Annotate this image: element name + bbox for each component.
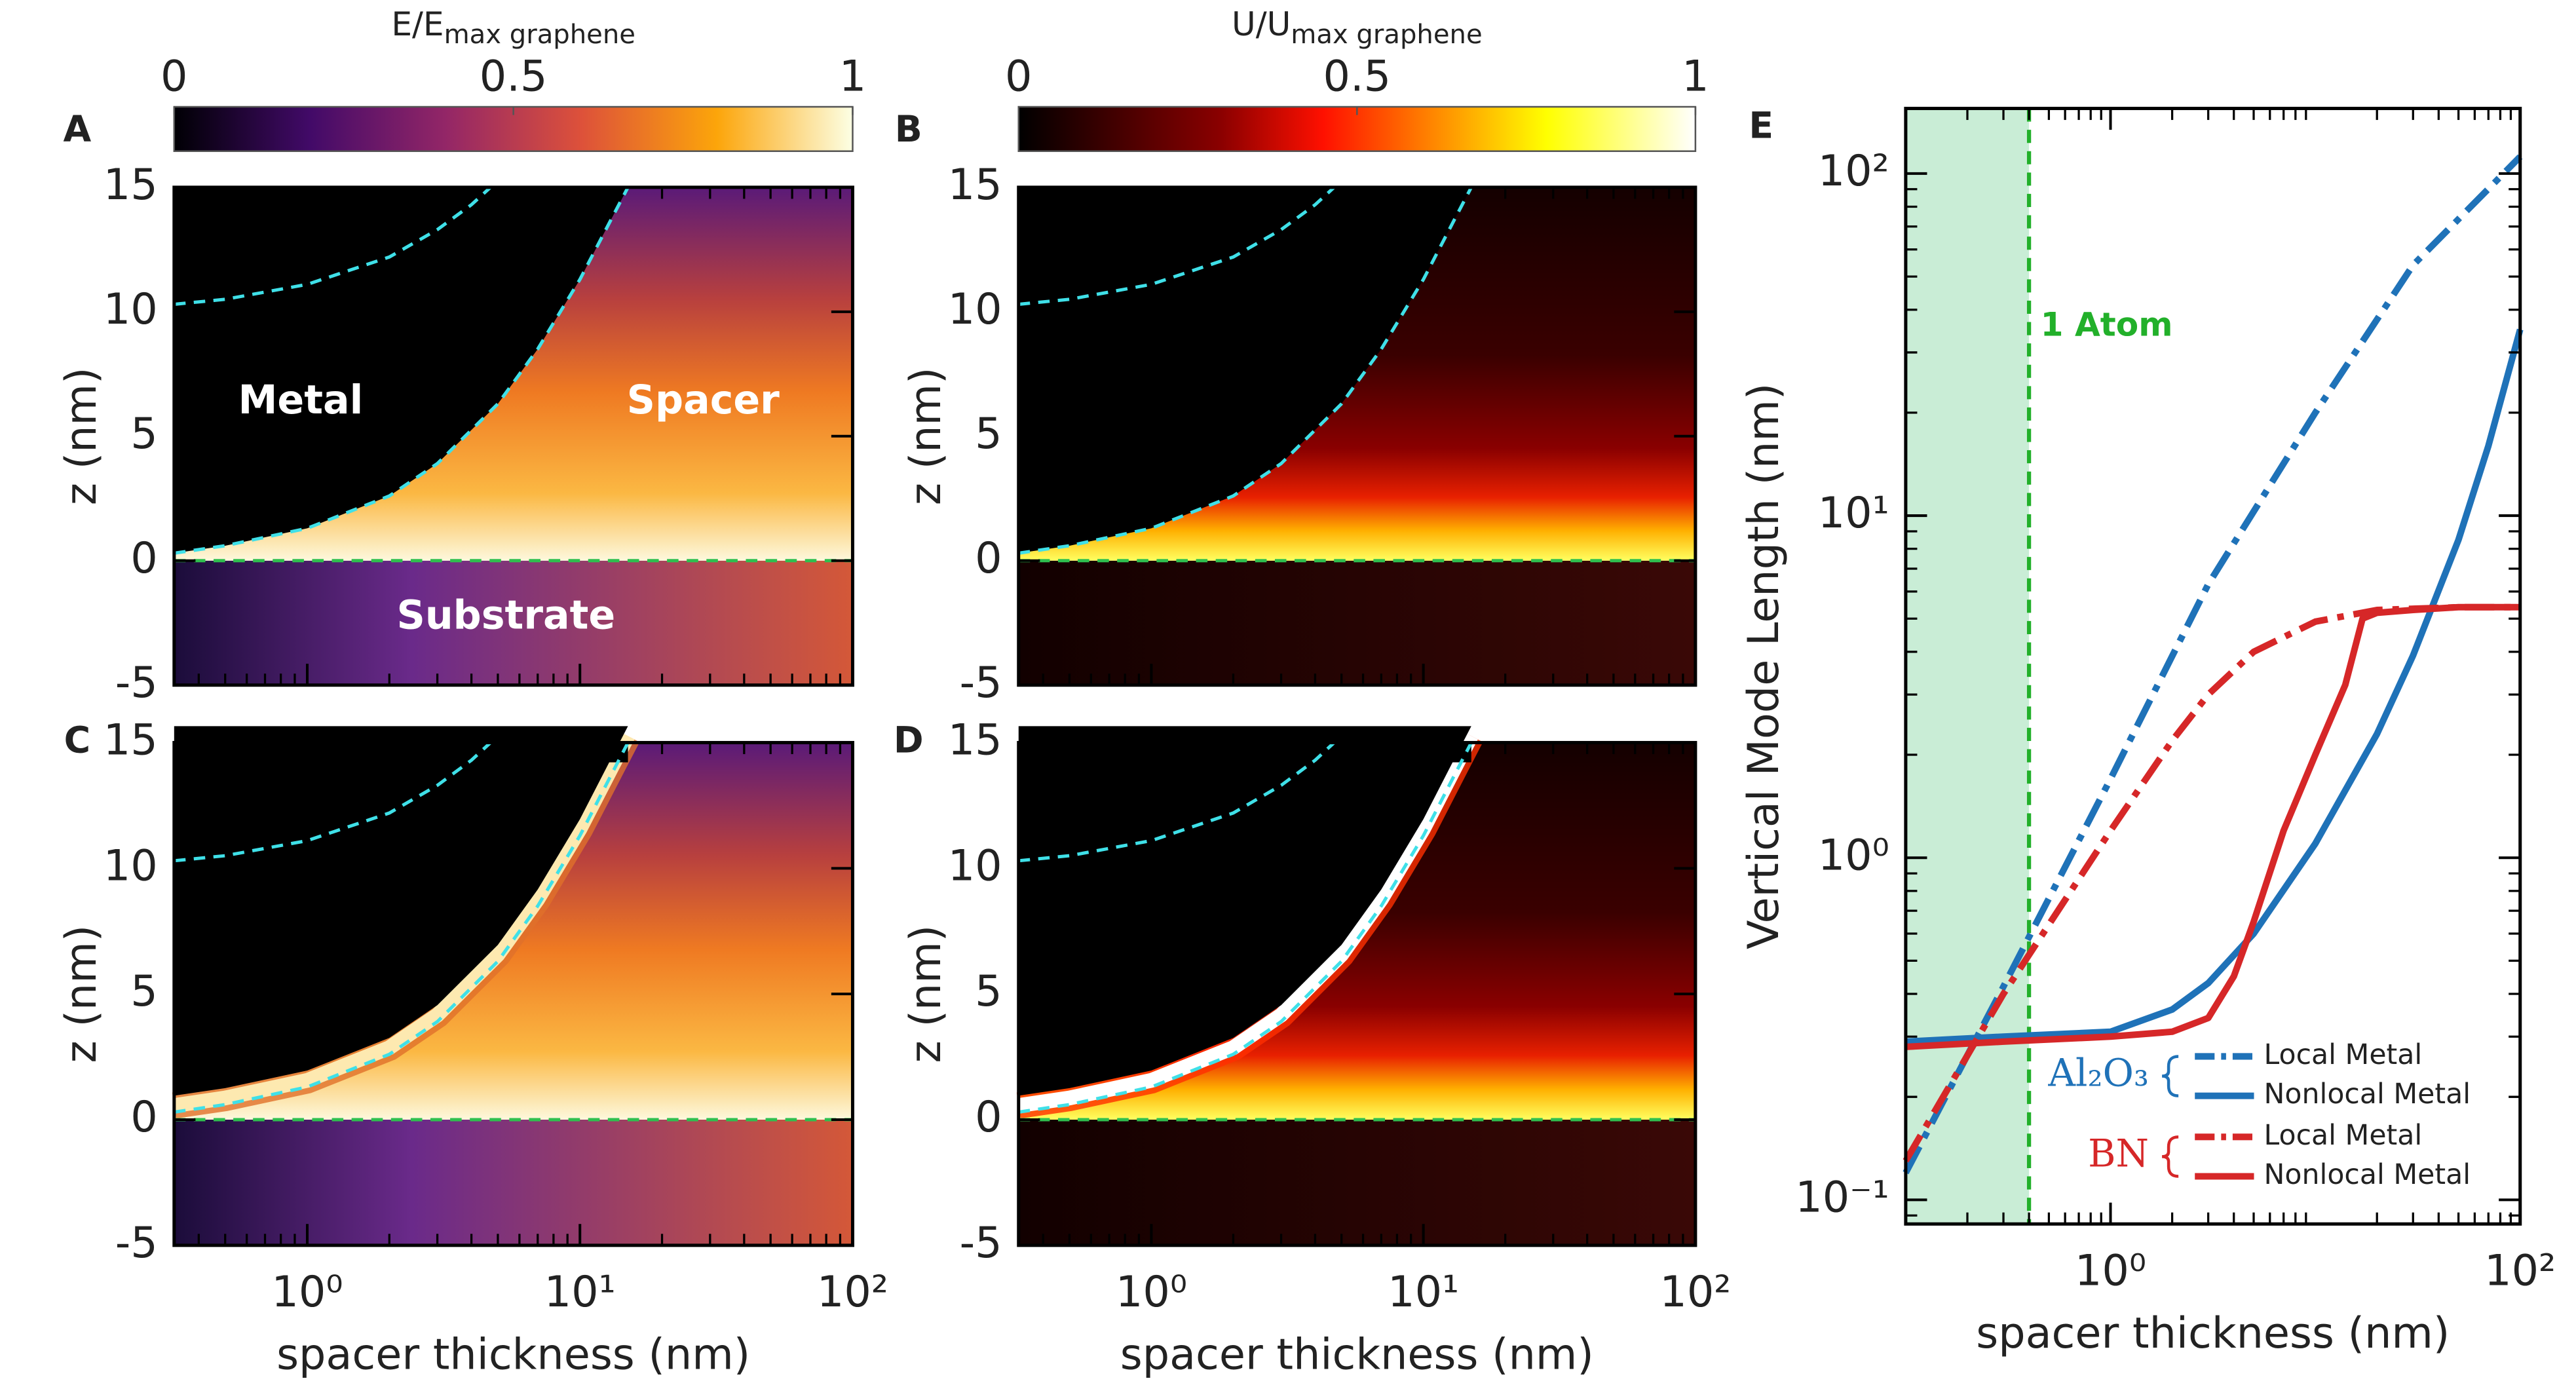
y-tick-label: 5 bbox=[975, 409, 1002, 459]
boundary-curve bbox=[174, 742, 630, 1114]
metal-region bbox=[174, 187, 628, 554]
y-tick-label: 0 bbox=[975, 533, 1002, 583]
colorbar-label-sub: max graphene bbox=[444, 20, 635, 50]
y-tick-label: 10² bbox=[1818, 146, 1889, 196]
metal-region bbox=[1018, 726, 1471, 1096]
x-tick-label: 10⁰ bbox=[1116, 1267, 1187, 1317]
legend-brace bbox=[2161, 1055, 2179, 1097]
plot-frame bbox=[1017, 185, 1697, 687]
y-tick-label: 0 bbox=[130, 1092, 157, 1142]
y-tick-label: 10 bbox=[948, 284, 1002, 334]
panel-label: D bbox=[894, 720, 924, 762]
y-tick-label: 15 bbox=[104, 160, 158, 210]
plot-frame bbox=[1904, 107, 2522, 1226]
x-tick-label: 10² bbox=[2484, 1246, 2556, 1296]
x-tick-label: 10⁰ bbox=[2075, 1246, 2146, 1296]
field-glow bbox=[1017, 732, 1478, 1113]
x-axis-label: spacer thickness (nm) bbox=[276, 1329, 750, 1379]
y-tick-label: 15 bbox=[104, 715, 158, 765]
legend-label: Local Metal bbox=[2264, 1038, 2423, 1071]
panel-label: A bbox=[64, 109, 92, 151]
x-axis-label: spacer thickness (nm) bbox=[1976, 1308, 2450, 1358]
marker-label: 1 Atom bbox=[2041, 305, 2173, 344]
y-axis-label: z (nm) bbox=[901, 367, 951, 505]
x-tick-label: 10¹ bbox=[1388, 1267, 1459, 1317]
metal-region bbox=[174, 726, 628, 1096]
colorbar-tick-label: 1 bbox=[839, 51, 866, 101]
y-tick-label: 10¹ bbox=[1818, 488, 1889, 538]
legend-label: Nonlocal Metal bbox=[2264, 1078, 2471, 1110]
boundary-curve bbox=[1018, 186, 1336, 306]
metal-region bbox=[174, 742, 628, 763]
colorbar-label-main: E/E bbox=[391, 5, 444, 43]
x-tick-label: 10¹ bbox=[544, 1267, 616, 1317]
panel-label: B bbox=[895, 109, 922, 151]
colorbar-tick-label: 1 bbox=[1682, 51, 1709, 101]
region-label: Substrate bbox=[397, 592, 616, 638]
y-tick-label: 0 bbox=[975, 1092, 1002, 1142]
region-label: Metal bbox=[238, 377, 364, 423]
plot-frame bbox=[172, 740, 854, 1247]
panel-label: C bbox=[64, 720, 90, 762]
colorbar-label: E/Emax graphene bbox=[391, 5, 635, 50]
y-tick-label: 15 bbox=[948, 715, 1002, 765]
boundary-curve bbox=[174, 741, 492, 863]
boundary-curve bbox=[1018, 742, 1473, 1114]
region-label: Spacer bbox=[627, 377, 780, 423]
colorbar-label-sub: max graphene bbox=[1291, 20, 1482, 50]
boundary-curve bbox=[174, 186, 630, 555]
y-tick-label: -5 bbox=[115, 658, 158, 708]
y-tick-label: 10⁰ bbox=[1818, 830, 1889, 880]
y-tick-label: 0 bbox=[130, 533, 157, 583]
metal-region bbox=[1018, 742, 1471, 763]
y-tick-label: 15 bbox=[948, 160, 1002, 210]
metal-region bbox=[1018, 187, 1471, 554]
substrate-field bbox=[174, 1119, 853, 1245]
y-tick-label: 5 bbox=[130, 409, 157, 459]
y-tick-label: -5 bbox=[960, 1218, 1002, 1268]
colorbar-tick-label: 0.5 bbox=[1323, 51, 1391, 101]
substrate-field bbox=[1018, 1119, 1695, 1245]
y-tick-label: 10 bbox=[948, 841, 1002, 890]
y-tick-label: 10 bbox=[104, 841, 158, 890]
boundary-curve bbox=[1018, 741, 1336, 863]
plot-frame bbox=[1017, 740, 1697, 1247]
legend-group: BN bbox=[2088, 1131, 2149, 1175]
legend-label: Local Metal bbox=[2264, 1119, 2423, 1152]
boundary-curve bbox=[174, 186, 492, 306]
substrate-field bbox=[174, 560, 853, 685]
series-line bbox=[1905, 603, 2520, 1050]
substrate-field bbox=[1018, 560, 1695, 685]
y-axis-label: Vertical Mode Length (nm) bbox=[1739, 383, 1789, 949]
colorbar-label-main: U/U bbox=[1232, 5, 1291, 43]
panel-label: E bbox=[1749, 105, 1773, 147]
y-tick-label: -5 bbox=[115, 1218, 158, 1268]
y-tick-label: 5 bbox=[130, 966, 157, 1016]
x-axis-label: spacer thickness (nm) bbox=[1120, 1329, 1594, 1379]
y-tick-label: -5 bbox=[960, 658, 1002, 708]
legend-brace bbox=[2161, 1135, 2179, 1178]
x-tick-label: 10⁰ bbox=[271, 1267, 343, 1317]
field-glow bbox=[173, 732, 635, 1113]
legend-label: Nonlocal Metal bbox=[2264, 1158, 2471, 1191]
colorbar-label: U/Umax graphene bbox=[1232, 5, 1483, 50]
x-tick-label: 10² bbox=[817, 1267, 888, 1317]
series-line bbox=[1903, 154, 2523, 1175]
boundary-curve bbox=[1018, 186, 1473, 555]
y-axis-label: z (nm) bbox=[901, 925, 951, 1063]
y-axis-label: z (nm) bbox=[56, 367, 106, 505]
x-tick-label: 10² bbox=[1659, 1267, 1731, 1317]
y-tick-label: 10⁻¹ bbox=[1795, 1172, 1889, 1222]
colorbar-tick-label: 0.5 bbox=[480, 51, 548, 101]
legend-group: Al₂O₃ bbox=[2047, 1051, 2149, 1095]
y-axis-label: z (nm) bbox=[56, 925, 106, 1063]
y-tick-label: 10 bbox=[104, 284, 158, 334]
y-tick-label: 5 bbox=[975, 966, 1002, 1016]
plot-frame bbox=[172, 185, 854, 687]
colorbar-tick-label: 0 bbox=[1005, 51, 1032, 101]
series-line bbox=[1905, 328, 2524, 1045]
colorbar-tick-label: 0 bbox=[161, 51, 187, 101]
